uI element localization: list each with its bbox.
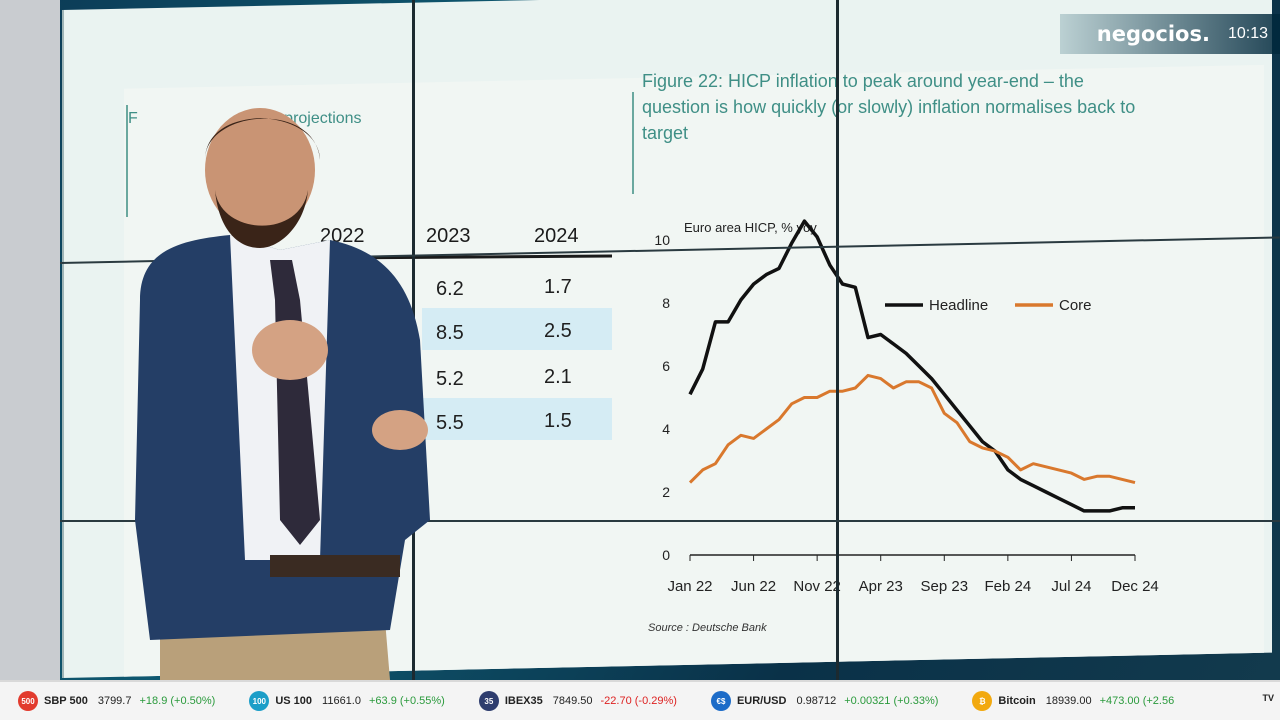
us100-icon: 100: [249, 691, 270, 711]
ticker-value: 0.98712: [796, 695, 837, 707]
chart-source: Source : Deutsche Bank: [648, 622, 767, 634]
ticker-change: +473.00 (+2.56: [1099, 695, 1175, 707]
x-tick-label: Jan 22: [667, 578, 712, 595]
broadcast-clock: 10:13: [1227, 25, 1268, 42]
table-cell-2024: 2.1: [544, 366, 572, 388]
ticker-name: US 100: [275, 695, 313, 707]
ticker-value: 3799.7: [97, 695, 132, 707]
hicp-line-chart: Euro area HICP, % yoy 0 2 4 6 8 10 Jan 22 Jun 22…: [654, 219, 1159, 595]
legend-label-headline: Headline: [929, 297, 988, 314]
figure-title-bracket: [632, 92, 634, 194]
ticker-change: +63.9 (+0.55%): [368, 695, 445, 707]
y-tick-label: 4: [662, 421, 670, 437]
legend-label-core: Core: [1059, 297, 1092, 314]
market-ticker: 500 SBP 500 3799.7 +18.9 (+0.50%) 100 US…: [0, 680, 1280, 720]
x-tick-label: Sep 23: [921, 578, 969, 595]
table-row: 5.5 1.5: [422, 398, 612, 440]
x-tick-label: Jul 24: [1051, 578, 1091, 595]
ticker-change: +0.00321 (+0.33%): [844, 695, 939, 707]
table-cell-2023: 8.5: [436, 322, 464, 344]
ticker-change: -22.70 (-0.29%): [600, 695, 677, 707]
ticker-item: 100 US 100 11661.0 +63.9 (+0.55%): [249, 691, 445, 711]
table-row: 5.2 2.1: [422, 356, 612, 398]
table-cell-2023: 5.2: [436, 368, 464, 390]
y-axis-label: Euro area HICP, % yoy: [684, 220, 817, 235]
y-tick-label: 10: [654, 232, 670, 248]
ticker-item: 500 SBP 500 3799.7 +18.9 (+0.50%): [18, 691, 215, 711]
bitcoin-icon: ₿: [972, 691, 993, 711]
table-header-2023: 2023: [426, 225, 471, 247]
x-tick-label: Jun 22: [731, 578, 776, 595]
series-line-headline: [688, 219, 1135, 513]
x-tick-label: Nov 22: [793, 578, 841, 595]
table-cell-2024: 1.5: [544, 410, 572, 432]
studio-wall: [0, 0, 60, 680]
channel-logo: negocios.: [1096, 22, 1210, 46]
ticker-value: 11661.0: [322, 695, 361, 707]
table-row: 6.2 1.7: [422, 268, 612, 310]
ticker-name: Bitcoin: [998, 695, 1036, 707]
window-frame-divider: [60, 520, 1280, 522]
series-line-core: [688, 373, 1136, 485]
ticker-name: SBP 500: [44, 695, 88, 707]
window-frame-divider: [836, 0, 839, 680]
x-tick-label: Feb 24: [985, 578, 1032, 595]
y-tick-label: 6: [662, 358, 670, 374]
ticker-tail-mark: TV: [1262, 693, 1274, 703]
y-tick-label: 2: [662, 484, 670, 500]
table-row: 8.5 2.5: [422, 308, 612, 350]
ticker-item: 35 IBEX35 7849.50 -22.70 (-0.29%): [478, 691, 677, 711]
ticker-name: EUR/USD: [736, 695, 787, 707]
sp500-icon: 500: [18, 691, 38, 711]
table-cell-2023: 5.5: [436, 412, 464, 434]
x-tick-label: Dec 24: [1111, 578, 1159, 595]
table-header-2024: 2024: [534, 225, 579, 247]
ticker-change: +18.9 (+0.50%): [139, 695, 216, 707]
table-caption-bracket: [126, 105, 128, 217]
channel-brand-bar: negocios. 10:13: [1060, 14, 1280, 54]
ibex35-icon: 35: [478, 691, 499, 711]
ticker-value: 18939.00: [1045, 695, 1092, 707]
ticker-name: IBEX35: [504, 695, 543, 707]
ticker-item: €$ EUR/USD 0.98712 +0.00321 (+0.33%): [710, 691, 939, 711]
y-tick-label: 0: [662, 547, 670, 563]
table-cell-2024: 2.5: [544, 320, 572, 342]
x-tick-label: Apr 23: [859, 578, 903, 595]
table-cell-2024: 1.7: [544, 276, 572, 298]
y-tick-label: 8: [662, 295, 670, 311]
eurusd-icon: €$: [710, 691, 731, 711]
ticker-item: ₿ Bitcoin 18939.00 +473.00 (+2.56: [972, 691, 1174, 711]
presenter: [135, 108, 430, 680]
ticker-value: 7849.50: [552, 695, 593, 707]
figure-title: Figure 22: HICP inflation to peak around…: [642, 71, 1136, 143]
table-cell-2023: 6.2: [436, 278, 464, 300]
